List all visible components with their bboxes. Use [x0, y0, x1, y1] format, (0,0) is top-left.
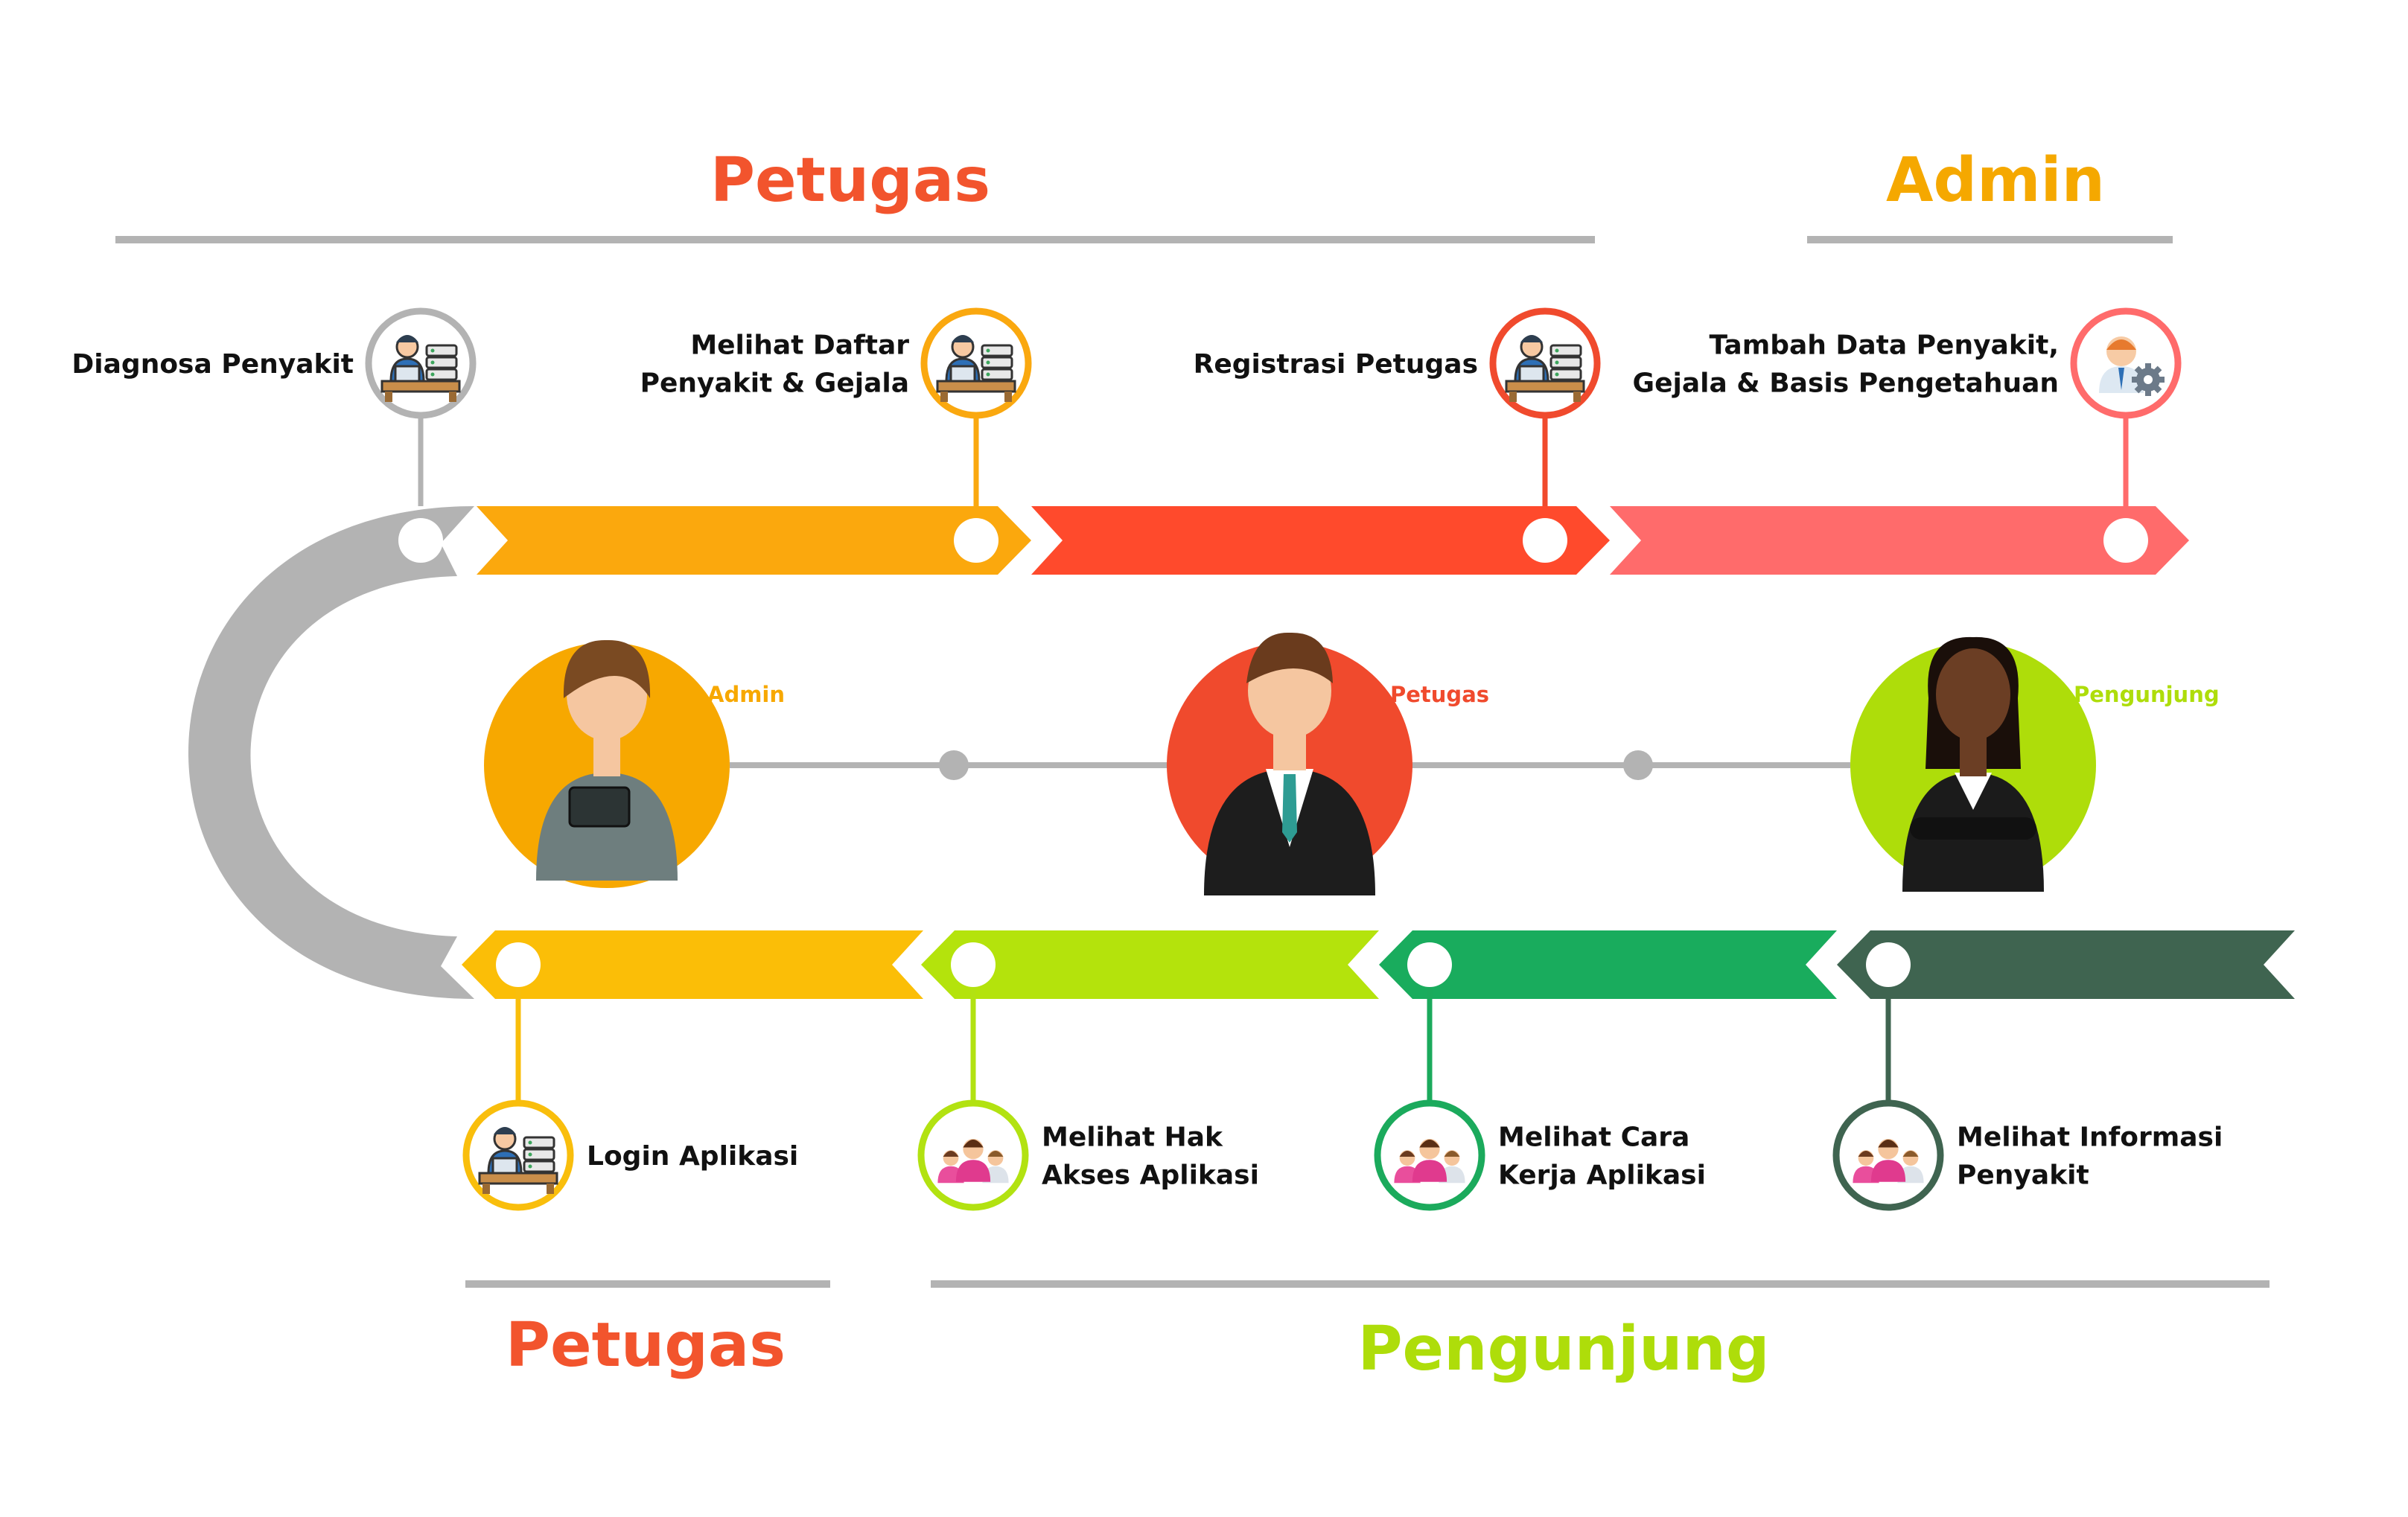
step-label: Penyakit — [1957, 1160, 2089, 1191]
persona-group: Admin Petugas Pengunjung — [484, 632, 2220, 895]
persona-tag: Petugas — [1390, 682, 1489, 707]
step-label: Kerja Aplikasi — [1498, 1160, 1706, 1191]
step-dot — [1523, 518, 1567, 563]
top-arrow-segment — [477, 506, 1031, 575]
section-title-bottom-pengunjung: Pengunjung — [1357, 1314, 1769, 1385]
step-node: Diagnosa Penyakit — [71, 307, 477, 563]
admin-woman-avatar — [536, 639, 678, 881]
step-label: Melihat Informasi — [1957, 1122, 2223, 1153]
bottom-arrow-segment — [462, 930, 923, 999]
step-node: Melihat Informasi Penyakit — [1832, 942, 2223, 1211]
visitor-woman-avatar — [1902, 636, 2044, 892]
step-label: Login Aplikasi — [587, 1141, 798, 1172]
bottom-arrow-band — [462, 930, 2295, 999]
admin-settings-icon — [2099, 336, 2165, 396]
step-label: Melihat Cara — [1498, 1122, 1689, 1153]
section-title-top-petugas: Petugas — [710, 145, 990, 216]
top-arrow-band — [477, 506, 2189, 575]
step-dot — [496, 942, 541, 987]
step-node: Melihat Daftar Penyakit & Gejala — [640, 307, 1032, 563]
officer-man-avatar — [1204, 632, 1375, 895]
step-label: Diagnosa Penyakit — [71, 349, 354, 380]
step-label: Melihat Daftar — [690, 330, 909, 361]
step-label: Penyakit & Gejala — [640, 368, 909, 399]
step-dot — [951, 942, 996, 987]
visitors-group-icon — [937, 1138, 1009, 1184]
persona-tag: Pengunjung — [2074, 682, 2220, 707]
section-title-bottom-petugas: Petugas — [506, 1310, 786, 1381]
staff-computer-icon — [380, 335, 461, 402]
persona-admin: Admin — [484, 639, 785, 888]
top-step-group: Diagnosa Penyakit Melihat Daftar Penyakit … — [71, 307, 2182, 563]
step-dot — [398, 518, 443, 563]
step-label: Akses Aplikasi — [1042, 1160, 1259, 1191]
persona-petugas: Petugas — [1167, 632, 1489, 895]
step-node: Registrasi Petugas — [1194, 307, 1601, 563]
step-label: Tambah Data Penyakit, — [1709, 330, 2059, 361]
bottom-arrow-segment — [921, 930, 1379, 999]
staff-computer-icon — [478, 1127, 558, 1194]
top-arrow-segment — [1031, 506, 1610, 575]
connector-arc — [188, 506, 474, 999]
visitors-group-icon — [1394, 1138, 1465, 1184]
step-label: Registrasi Petugas — [1194, 349, 1478, 380]
section-title-top-admin: Admin — [1886, 145, 2105, 216]
connector-dot — [1623, 750, 1653, 780]
step-dot — [2103, 518, 2148, 563]
persona-tag: Admin — [707, 682, 785, 707]
step-label: Gejala & Basis Pengetahuan — [1633, 368, 2059, 399]
step-node: Login Aplikasi — [462, 942, 798, 1211]
step-node: Melihat Cara Kerja Aplikasi — [1374, 942, 1706, 1211]
step-label: Melihat Hak — [1042, 1122, 1223, 1153]
top-arrow-segment — [1610, 506, 2189, 575]
staff-computer-icon — [1505, 335, 1585, 402]
step-dot — [954, 518, 998, 563]
connector-dot — [939, 750, 969, 780]
bottom-arrow-segment — [1837, 930, 2295, 999]
persona-pengunjung: Pengunjung — [1850, 636, 2220, 892]
step-node: Melihat Hak Akses Aplikasi — [917, 942, 1259, 1211]
staff-computer-icon — [936, 335, 1016, 402]
visitors-group-icon — [1853, 1138, 1924, 1184]
bottom-arrow-segment — [1379, 930, 1837, 999]
step-dot — [1407, 942, 1452, 987]
step-dot — [1866, 942, 1911, 987]
step-node: Tambah Data Penyakit, Gejala & Basis Peng… — [1633, 307, 2182, 563]
